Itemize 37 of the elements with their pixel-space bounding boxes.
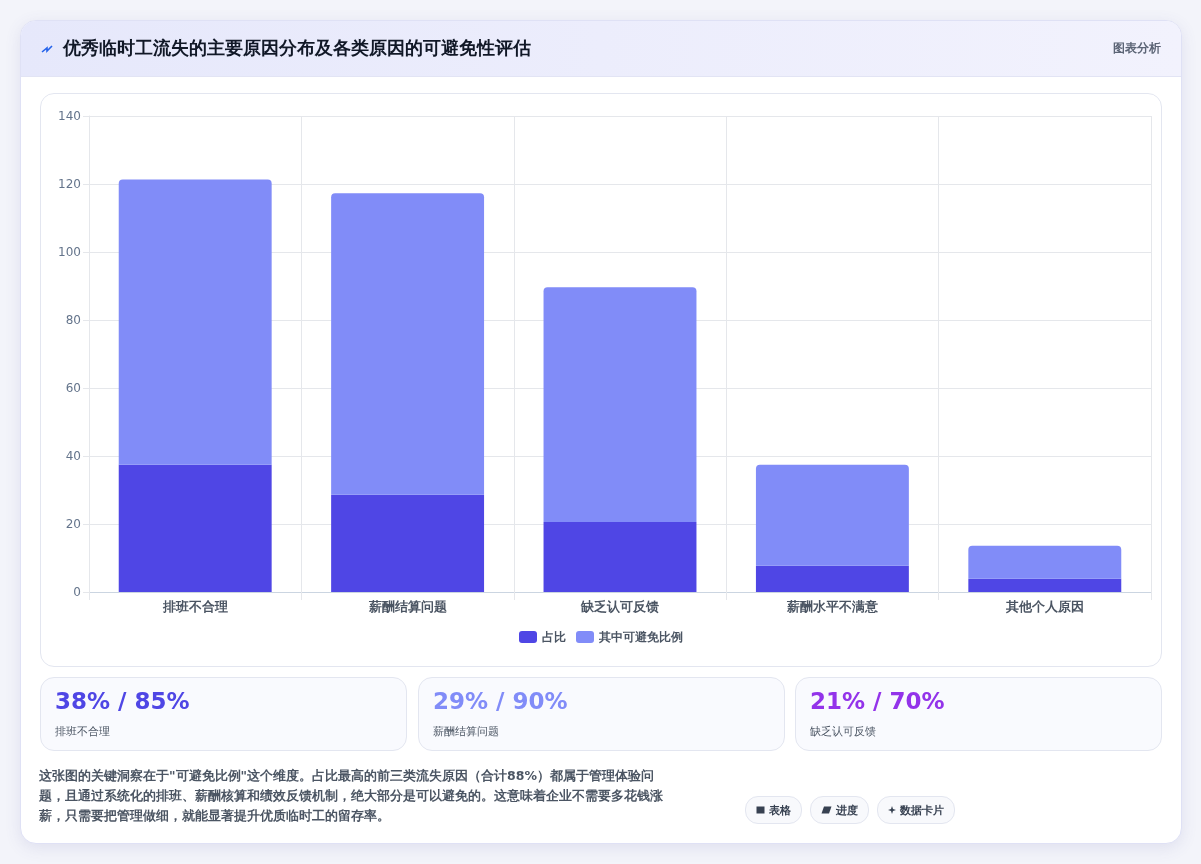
text: 薪酬结算问题	[433, 724, 499, 739]
x-tick-label: 排班不合理	[161, 599, 228, 614]
x-tick-label: 缺乏认可反馈	[580, 599, 659, 614]
bar	[543, 521, 697, 592]
text: 21% / 70%	[810, 688, 945, 714]
bar	[755, 565, 909, 592]
y-tick-label: 100	[58, 245, 81, 259]
y-tick-label: 140	[58, 109, 81, 123]
x-tick-label: 其他个人原因	[1004, 599, 1084, 614]
text: 表格	[769, 802, 791, 818]
bar	[331, 494, 485, 592]
text: 数据卡片	[900, 802, 944, 818]
text: 图表分析	[1113, 40, 1161, 57]
chart-title: 优秀临时工流失的主要原因分布及各类原因的可避免性评估	[63, 36, 531, 60]
bar	[118, 179, 272, 465]
bar	[968, 545, 1122, 579]
x-tick-label: 薪酬水平不满意	[785, 599, 879, 614]
x-tick-label: 薪酬结算问题	[367, 599, 447, 614]
text: 排班不合理	[55, 724, 110, 739]
legend-label: 占比	[542, 630, 566, 644]
legend-label: 其中可避免比例	[598, 630, 683, 644]
y-tick-label: 20	[65, 517, 81, 531]
bar	[118, 464, 272, 592]
text: 缺乏认可反馈	[810, 724, 876, 739]
text: 这张图的关键洞察在于"可避免比例"这个维度。占比最高的前三类流失原因（合计88%）都属于管理体验问题，且通过系统化的排班、薪酬核算和绩效反馈机制，绝大部分是可以避免的。这意味着企业不需要多花钱涨薪，只需要把管理做细，就能显著提升优质临时工的留存率。	[39, 767, 664, 825]
y-tick-label: 60	[65, 381, 81, 395]
text: 38% / 85%	[55, 688, 190, 714]
bar	[331, 193, 485, 495]
y-tick-label: 40	[65, 449, 81, 463]
y-tick-label: 80	[65, 313, 81, 327]
bar	[755, 464, 909, 566]
y-tick-label: 0	[73, 585, 81, 599]
y-tick-label: 120	[58, 177, 81, 191]
text: 进度	[836, 802, 858, 818]
text: 29% / 90%	[433, 688, 568, 714]
bar	[968, 578, 1122, 592]
bar	[543, 287, 697, 522]
